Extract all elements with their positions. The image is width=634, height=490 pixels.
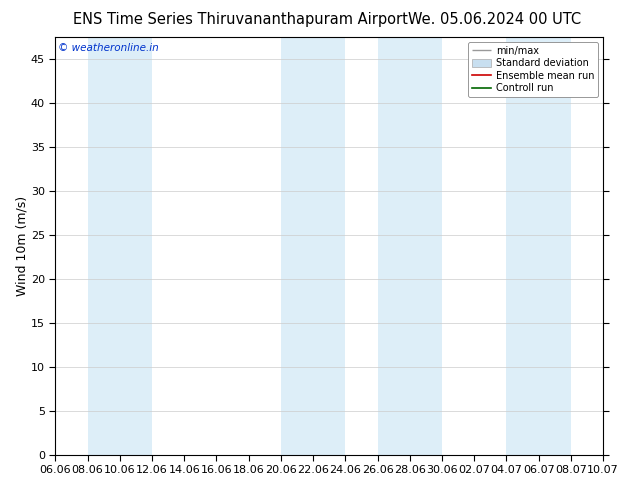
Text: We. 05.06.2024 00 UTC: We. 05.06.2024 00 UTC <box>408 12 581 27</box>
Y-axis label: Wind 10m (m/s): Wind 10m (m/s) <box>15 196 28 296</box>
Bar <box>603 37 634 455</box>
Bar <box>378 37 442 455</box>
Bar <box>507 37 571 455</box>
Text: ENS Time Series Thiruvananthapuram Airport: ENS Time Series Thiruvananthapuram Airpo… <box>74 12 408 27</box>
Legend: min/max, Standard deviation, Ensemble mean run, Controll run: min/max, Standard deviation, Ensemble me… <box>468 42 598 97</box>
Bar <box>281 37 346 455</box>
Text: © weatheronline.in: © weatheronline.in <box>58 43 158 53</box>
Bar <box>87 37 152 455</box>
